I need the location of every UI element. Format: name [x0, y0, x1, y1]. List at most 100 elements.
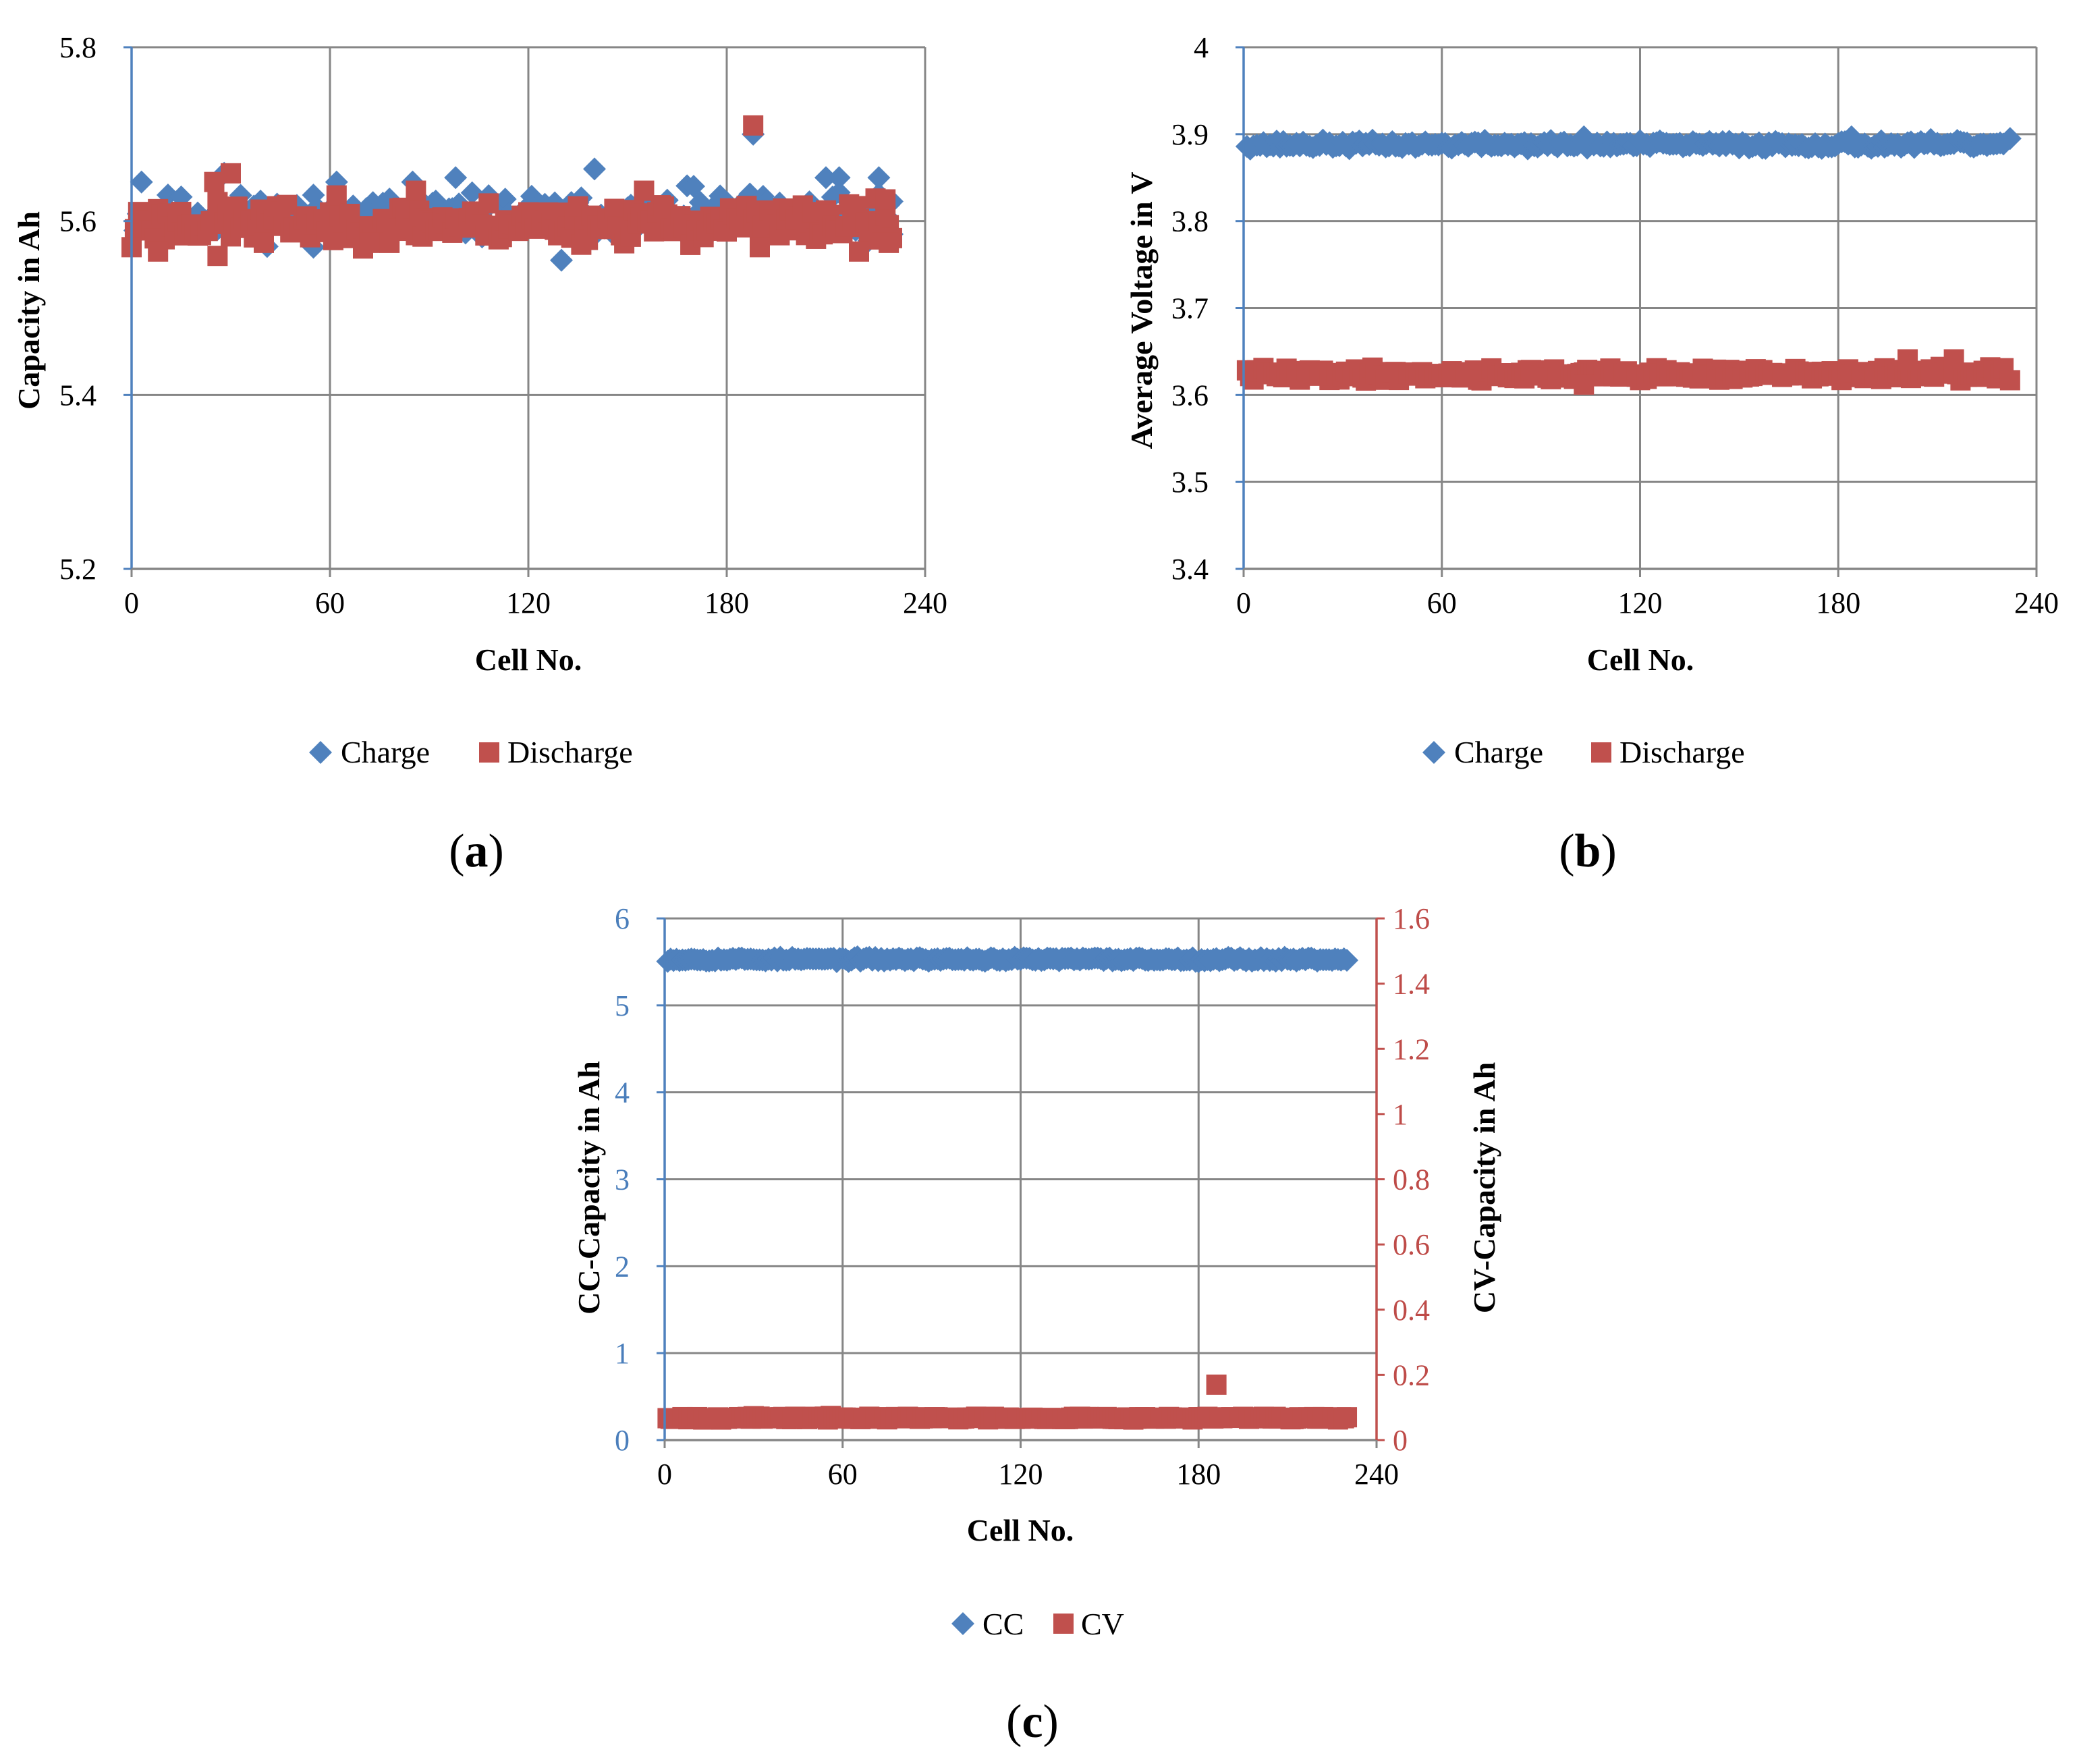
chart-c-y2-tick-label: 1.4 — [1393, 968, 1430, 1001]
chart-c-y2-tick-label: 1 — [1393, 1098, 1408, 1131]
chart-b-y-label: Average Voltage in V — [1124, 172, 1159, 449]
chart-c-y2-tick-label: 1.2 — [1393, 1032, 1430, 1066]
chart-c-y-ticks: 0 1 2 3 4 5 6 — [615, 902, 665, 1457]
chart-c-panel-label: (c) — [1006, 1696, 1059, 1748]
chart-c-panel-letter: c — [1022, 1696, 1043, 1748]
chart-a-point-discharge — [750, 237, 770, 258]
chart-a-point-charge — [130, 170, 153, 194]
chart-b-point-charge — [1839, 125, 1863, 148]
chart-a-legend-discharge-label: Discharge — [507, 735, 633, 769]
chart-c-y-tick-label: 2 — [615, 1250, 630, 1283]
chart-a-x-tick-label: 120 — [506, 586, 551, 619]
chart-c-points — [656, 945, 1359, 1430]
chart-b-panel-letter: b — [1575, 825, 1601, 877]
chart-a-point-charge — [583, 157, 606, 181]
chart-a-point-discharge — [604, 198, 625, 219]
chart-c-grid — [665, 917, 1378, 1440]
chart-a-x-tick-label: 60 — [315, 586, 345, 619]
chart-c-y2-tick-label: 0 — [1393, 1424, 1408, 1457]
chart-c-x-tick-label: 120 — [999, 1458, 1043, 1491]
chart-c-point-cv — [1206, 1374, 1227, 1395]
chart-b-x-tick-label: 120 — [1618, 586, 1663, 619]
chart-b-point-charge — [1998, 127, 2022, 150]
chart-a-grid — [132, 46, 926, 569]
chart-b-y-tick-label: 3.4 — [1171, 553, 1209, 586]
chart-a-point-discharge — [207, 246, 228, 267]
chart-b-x-tick-label: 240 — [2014, 586, 2059, 619]
chart-b-y-tick-label: 3.5 — [1171, 466, 1209, 499]
chart-c-point-cc — [1335, 948, 1359, 972]
chart-a-point-charge — [493, 188, 517, 211]
chart-c: 0 1 2 3 4 5 6 0 0.2 0.4 0.6 0.8 1 1.2 1.4 1.6 0 60 120 18… — [572, 902, 1501, 1748]
chart-a-x-tick-label: 0 — [124, 586, 139, 619]
chart-b-y-tick-label: 3.9 — [1171, 118, 1209, 151]
chart-b-x-tick-label: 180 — [1816, 586, 1860, 619]
chart-c-y2-tick-label: 0.8 — [1393, 1163, 1430, 1196]
chart-c-legend-cc-label: CC — [982, 1607, 1024, 1641]
chart-a-point-discharge — [879, 232, 899, 253]
chart-c-legend-cc-marker — [951, 1612, 974, 1635]
chart-c-y2-tick-label: 0.2 — [1393, 1358, 1430, 1391]
chart-b-y-tick-label: 3.7 — [1171, 292, 1209, 325]
chart-a-x-tick-label: 240 — [903, 586, 947, 619]
chart-c-legend: CC CV — [951, 1607, 1124, 1641]
chart-a-point-discharge — [406, 180, 426, 201]
chart-a-point-charge — [444, 166, 468, 190]
chart-a-point-discharge — [148, 241, 169, 262]
chart-a-point-charge — [867, 166, 891, 190]
chart-b-x-tick-label: 60 — [1427, 586, 1457, 619]
chart-b-point-charge — [1572, 125, 1596, 148]
chart-a-x-label: Cell No. — [475, 642, 582, 677]
chart-b-point-discharge — [1999, 370, 2020, 391]
chart-b-panel-label: (b) — [1559, 825, 1617, 877]
chart-a-panel-label: (a) — [449, 825, 504, 877]
chart-c-y-label: CC-Capacity in Ah — [572, 1061, 606, 1315]
chart-a-point-discharge — [359, 232, 380, 253]
chart-c-x-label: Cell No. — [967, 1513, 1074, 1547]
chart-a-y-ticks: 5.2 5.4 5.6 5.8 — [59, 31, 132, 586]
chart-b-legend-charge-label: Charge — [1454, 735, 1543, 769]
chart-c-x-ticks: 0 60 120 180 240 — [657, 1440, 1399, 1491]
chart-a-y-tick-label: 5.4 — [59, 379, 96, 412]
chart-b-point-discharge — [1574, 374, 1595, 395]
chart-a-point-charge — [682, 175, 705, 198]
chart-b-y-tick-label: 3.6 — [1171, 379, 1209, 412]
chart-b-legend-discharge-marker — [1591, 742, 1611, 763]
chart-b-x-label: Cell No. — [1587, 642, 1694, 677]
chart-c-x-tick-label: 180 — [1176, 1458, 1221, 1491]
chart-a-point-charge — [827, 166, 851, 190]
chart-a-points — [121, 115, 904, 272]
chart-a-point-discharge — [875, 189, 896, 210]
chart-c-y-tick-label: 4 — [615, 1076, 630, 1109]
chart-a-y-tick-label: 5.8 — [59, 31, 96, 64]
chart-c-y2-tick-label: 1.6 — [1393, 902, 1430, 935]
chart-c-x-tick-label: 0 — [657, 1458, 672, 1491]
chart-a-y-label: Capacity in Ah — [11, 211, 46, 410]
chart-b-y-tick-label: 4 — [1194, 31, 1209, 64]
chart-c-y-tick-label: 0 — [615, 1424, 630, 1457]
chart-a-legend-charge-label: Charge — [341, 735, 430, 769]
chart-c-y-tick-label: 3 — [615, 1163, 630, 1196]
chart-b-grid — [1244, 46, 2038, 569]
chart-a-legend: Charge Discharge — [309, 735, 633, 769]
chart-c-y-tick-label: 1 — [615, 1337, 630, 1370]
chart-a-x-ticks: 0 60 120 180 240 — [124, 569, 947, 619]
chart-a-point-discharge — [323, 229, 343, 250]
chart-b-x-tick-label: 0 — [1236, 586, 1251, 619]
chart-b-point-discharge — [1897, 349, 1918, 370]
chart-b-point-discharge — [1943, 349, 1964, 370]
chart-a-legend-discharge-marker — [479, 742, 499, 763]
chart-a-y-tick-label: 5.2 — [59, 553, 96, 586]
chart-c-y-tick-label: 6 — [615, 902, 630, 935]
chart-a-point-discharge — [849, 241, 869, 262]
chart-b-y-tick-label: 3.8 — [1171, 205, 1209, 238]
chart-a-point-charge — [460, 181, 484, 204]
chart-c-y2-tick-label: 0.6 — [1393, 1228, 1430, 1261]
chart-a-point-charge — [814, 166, 837, 190]
chart-b-y-ticks: 3.4 3.5 3.6 3.7 3.8 3.9 4 — [1171, 31, 1244, 586]
chart-c-x-tick-label: 60 — [828, 1458, 858, 1491]
chart-b-legend-discharge-label: Discharge — [1619, 735, 1745, 769]
chart-c-y2-label: CV-Capacity in Ah — [1467, 1062, 1501, 1313]
chart-c-y2-ticks: 0 0.2 0.4 0.6 0.8 1 1.2 1.4 1.6 — [1377, 902, 1430, 1457]
